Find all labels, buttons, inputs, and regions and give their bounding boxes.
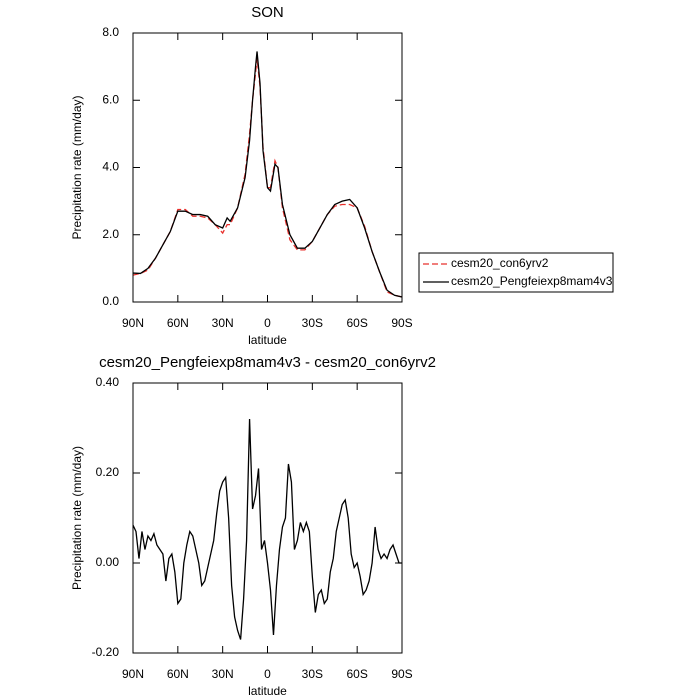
- x-tick-label: 90N: [122, 316, 144, 330]
- y-tick-label: 6.0: [102, 92, 119, 106]
- x-tick-label: 0: [264, 316, 271, 330]
- x-tick-label: 90S: [391, 316, 412, 330]
- y-tick-label: 0.40: [96, 375, 120, 389]
- x-axis-label: latitude: [248, 684, 287, 698]
- y-tick-label: 0.0: [102, 294, 119, 308]
- x-tick-label: 0: [264, 667, 271, 681]
- legend-label: cesm20_Pengfeiexp8mam4v3: [451, 274, 613, 288]
- y-tick-label: 8.0: [102, 25, 119, 39]
- y-axis-label: Precipitation rate (mm/day): [70, 446, 84, 590]
- plot-frame: [132, 382, 403, 654]
- y-tick-label: -0.20: [92, 645, 120, 659]
- x-tick-label: 60N: [167, 667, 189, 681]
- x-tick-label: 60S: [346, 316, 367, 330]
- x-tick-label: 90N: [122, 667, 144, 681]
- y-axis-label: Precipitation rate (mm/day): [70, 95, 84, 239]
- x-axis-label: latitude: [248, 333, 287, 347]
- chart-title: cesm20_Pengfeiexp8mam4v3 - cesm20_con6yr…: [99, 354, 436, 371]
- series-line: [132, 58, 403, 298]
- x-tick-label: 30N: [212, 667, 234, 681]
- legend-box: [418, 252, 614, 293]
- chart-title: SON: [251, 4, 284, 21]
- x-tick-label: 30S: [302, 316, 323, 330]
- x-tick-label: 90S: [391, 667, 412, 681]
- y-tick-label: 4.0: [102, 160, 119, 174]
- x-tick-label: 60S: [346, 667, 367, 681]
- x-tick-label: 60N: [167, 316, 189, 330]
- x-tick-label: 30N: [212, 316, 234, 330]
- legend-label: cesm20_con6yrv2: [451, 256, 549, 270]
- series-line: [132, 418, 402, 640]
- x-tick-label: 30S: [302, 667, 323, 681]
- series-line: [132, 51, 403, 298]
- plot-frame: [132, 32, 403, 303]
- y-tick-label: 2.0: [102, 227, 119, 241]
- y-tick-label: 0.20: [96, 465, 120, 479]
- y-tick-label: 0.00: [96, 555, 120, 569]
